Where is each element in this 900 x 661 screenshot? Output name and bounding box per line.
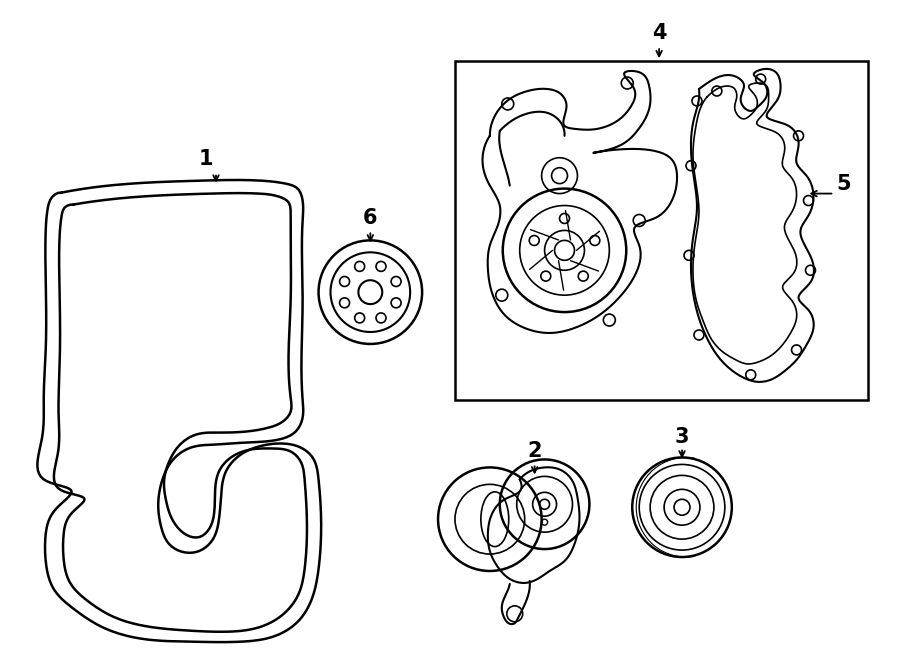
Text: 2: 2 <box>527 442 542 461</box>
Text: 5: 5 <box>836 174 851 194</box>
Text: 1: 1 <box>199 149 213 169</box>
Text: 4: 4 <box>652 23 666 43</box>
Text: 3: 3 <box>675 426 689 447</box>
Bar <box>455 61 868 400</box>
Text: 6: 6 <box>363 208 378 229</box>
